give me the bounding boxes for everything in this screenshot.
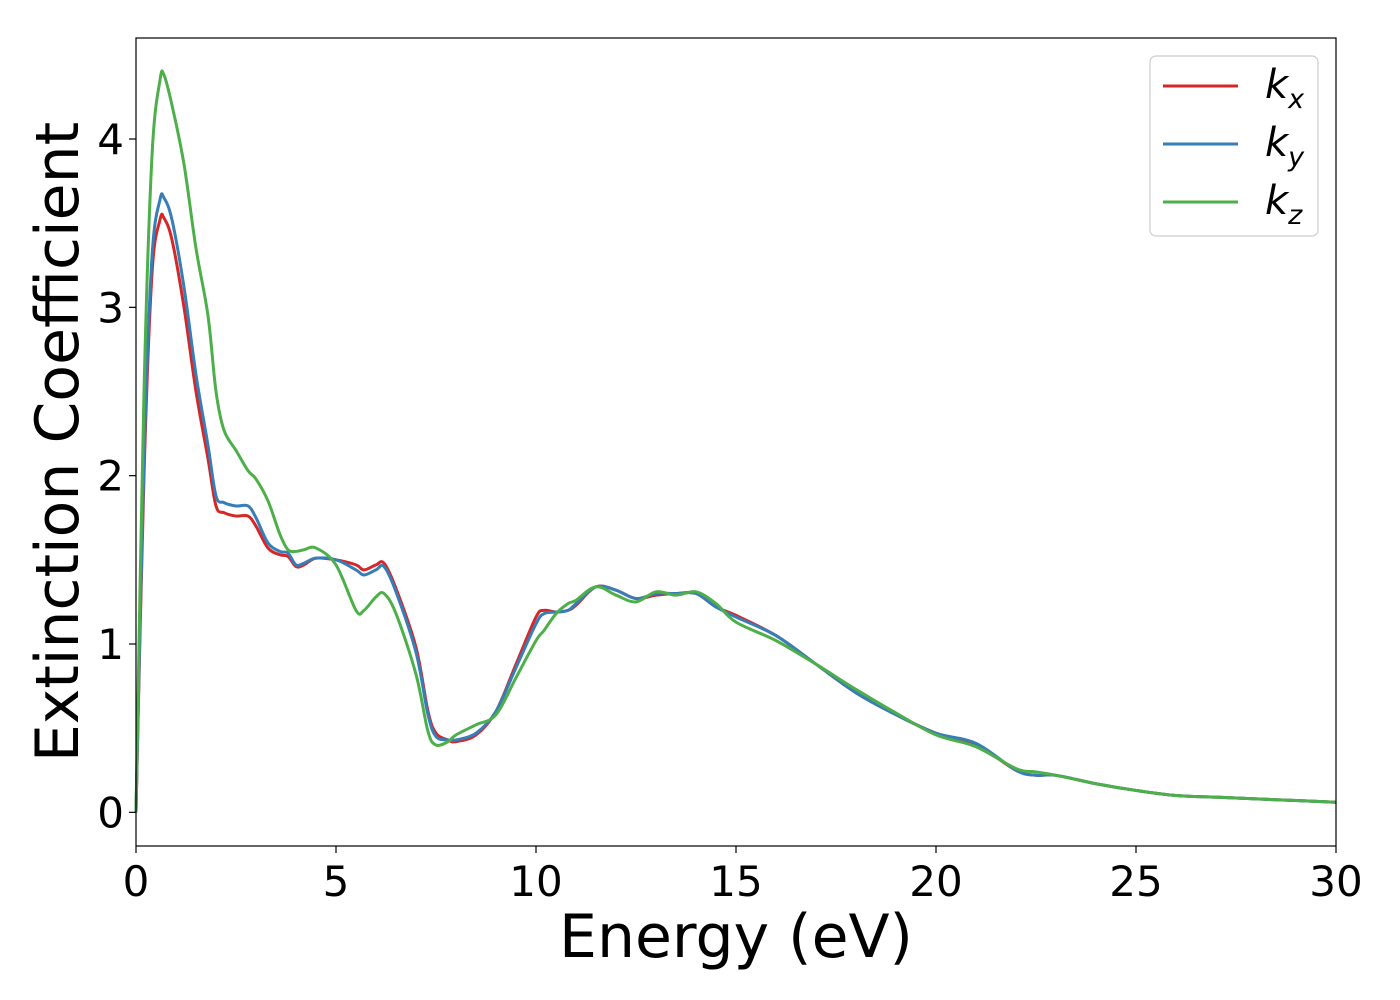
x-tick-label: 5	[323, 857, 350, 906]
x-tick-label: 20	[909, 857, 962, 906]
legend-box	[1149, 55, 1319, 237]
y-tick-label: 4	[97, 115, 124, 164]
x-axis-title: Energy (eV)	[559, 902, 913, 972]
x-axis-ticks: 0 5 10 15 20 25 30	[123, 846, 1363, 906]
legend-label-base: k	[1265, 178, 1290, 224]
x-tick-label: 10	[509, 857, 562, 906]
x-tick-label: 30	[1309, 857, 1362, 906]
legend-label-subscript: x	[1287, 84, 1305, 115]
series-line-y	[134, 192, 1337, 813]
legend-label-x: kx	[1265, 62, 1305, 115]
legend-label-base: k	[1265, 120, 1290, 166]
series-layer	[134, 69, 1337, 813]
x-tick-label: 15	[709, 857, 762, 906]
y-tick-label: 2	[97, 452, 124, 501]
plot-area	[136, 38, 1336, 846]
legend-label-base: k	[1265, 62, 1290, 108]
y-tick-label: 1	[97, 620, 124, 669]
legend-label-subscript: y	[1287, 142, 1305, 173]
legend-label-subscript: z	[1287, 200, 1303, 231]
y-axis-title: Extinction Coefficient	[23, 122, 93, 762]
legend-label-y: ky	[1265, 120, 1305, 173]
legend-label-z: kz	[1265, 178, 1303, 231]
series-line-z	[134, 69, 1337, 813]
x-tick-label: 0	[123, 857, 150, 906]
y-tick-label: 0	[97, 788, 124, 837]
y-tick-label: 3	[97, 283, 124, 332]
y-axis-ticks: 0 1 2 3 4	[97, 115, 136, 837]
x-tick-label: 25	[1109, 857, 1162, 906]
